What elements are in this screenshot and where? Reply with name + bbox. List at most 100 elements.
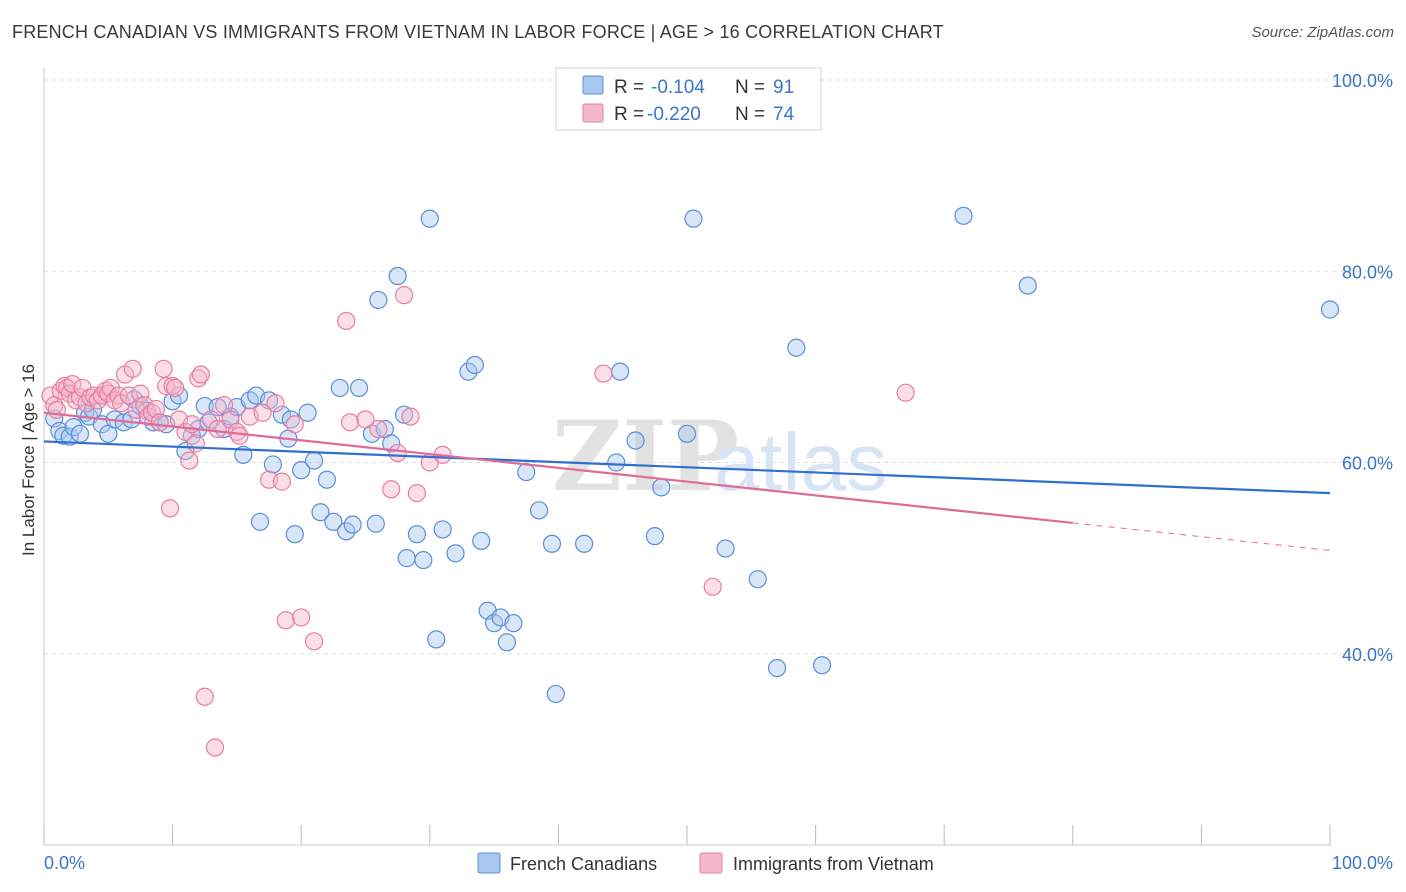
point-vietnam-immigrants-58 [285,415,304,434]
legend-n-value-2: 74 [773,104,795,125]
point-french-canadians-75 [542,534,562,553]
point-vietnam-immigrants-67 [394,286,414,305]
point-vietnam-immigrants-53 [253,403,272,422]
y-tick-label-3: 100.0% [1332,71,1393,91]
axes-layer [43,68,1331,846]
legend-r-label-1: R = [614,77,644,98]
point-vietnam-immigrants-51 [230,426,249,445]
point-vietnam-immigrants-46 [208,419,227,439]
point-french-canadians-65 [459,362,478,381]
point-vietnam-immigrants-74 [896,383,915,402]
point-french-canadians-49 [343,515,362,534]
points-pink [41,286,915,757]
point-french-canadians-84 [684,209,703,228]
trend-lines [43,411,1331,551]
trend-line-extension-vietnam-immigrants [1072,522,1331,551]
point-vietnam-immigrants-21 [112,394,131,413]
legend-r-value-1: -0.104 [651,77,705,98]
point-french-canadians-50 [349,378,369,398]
point-french-canadians-3 [60,427,79,446]
point-french-canadians-64 [446,544,465,563]
point-vietnam-immigrants-69 [407,484,427,503]
point-french-canadians-66 [465,355,484,375]
legend-n-label-1: N = [735,77,765,98]
point-vietnam-immigrants-39 [180,451,199,470]
point-french-canadians-85 [716,539,735,558]
x-tick-label-min: 0.0% [44,853,85,873]
point-french-canadians-41 [292,461,311,480]
point-french-canadians-90 [954,206,973,225]
point-vietnam-immigrants-33 [157,376,176,396]
point-french-canadians-89 [812,656,832,675]
point-vietnam-immigrants-43 [191,365,210,384]
point-vietnam-immigrants-73 [703,577,722,596]
point-vietnam-immigrants-24 [123,359,142,378]
watermark: ZIP atlas [552,400,887,513]
series-legend: French Canadians Immigrants from Vietnam [477,852,934,874]
legend-swatch-blue [582,75,604,95]
legend-r-label-2: R = [614,104,644,125]
point-vietnam-immigrants-64 [369,419,388,439]
point-french-canadians-76 [546,684,565,704]
point-vietnam-immigrants-68 [401,407,420,426]
point-french-canadians-72 [504,614,523,633]
point-french-canadians-81 [645,527,664,546]
point-french-canadians-92 [1320,300,1340,319]
point-vietnam-immigrants-45 [202,410,221,429]
point-vietnam-immigrants-57 [276,611,295,630]
point-french-canadians-36 [263,455,283,474]
point-french-canadians-46 [324,512,343,531]
point-french-canadians-62 [427,630,446,649]
y-tick-label-1: 60.0% [1342,454,1393,474]
point-vietnam-immigrants-23 [119,386,138,405]
point-vietnam-immigrants-47 [205,738,225,757]
point-french-canadians-87 [767,658,787,678]
y-tick-label-0: 40.0% [1342,645,1393,665]
x-tick-label-max: 100.0% [1332,853,1393,873]
point-french-canadians-48 [337,522,356,541]
trend-line-vietnam-immigrants [43,411,1073,525]
point-french-canadians-71 [497,633,517,652]
point-french-canadians-37 [272,405,292,424]
point-french-canadians-67 [472,531,491,551]
point-vietnam-immigrants-56 [272,472,292,491]
series-legend-swatch-pink [699,852,723,874]
point-french-canadians-44 [311,503,330,522]
series-legend-label-blue: French Canadians [510,854,657,874]
point-vietnam-immigrants-30 [146,399,165,419]
point-vietnam-immigrants-60 [304,632,324,651]
point-vietnam-immigrants-31 [150,413,169,432]
point-french-canadians-34 [250,512,270,531]
point-vietnam-immigrants-36 [166,378,185,398]
legend-swatch-pink [582,103,604,123]
point-french-canadians-53 [369,290,388,310]
point-french-canadians-43 [304,451,324,470]
point-french-canadians-80 [626,431,645,450]
point-french-canadians-56 [388,266,407,286]
y-tick-label-2: 80.0% [1342,262,1393,282]
point-vietnam-immigrants-34 [160,499,180,518]
point-french-canadians-83 [677,424,697,443]
point-french-canadians-79 [611,362,630,381]
point-vietnam-immigrants-41 [186,434,205,453]
point-vietnam-immigrants-66 [388,443,407,463]
legend-r-value-2: -0.220 [647,104,701,125]
point-vietnam-immigrants-32 [154,359,173,378]
point-french-canadians-91 [1018,276,1037,295]
point-vietnam-immigrants-72 [594,364,613,383]
point-vietnam-immigrants-27 [135,396,154,415]
point-french-canadians-47 [330,378,349,398]
point-french-canadians-61 [420,209,439,228]
point-french-canadians-55 [382,434,401,453]
point-vietnam-immigrants-26 [131,384,150,403]
point-french-canadians-78 [607,453,626,472]
point-french-canadians-74 [530,501,549,520]
point-french-canadians-42 [298,403,317,422]
legend-n-value-1: 91 [773,77,794,98]
source-credit: Source: ZipAtlas.com [1251,24,1394,41]
point-vietnam-immigrants-55 [266,394,285,413]
point-vietnam-immigrants-63 [356,410,375,429]
point-french-canadians-82 [652,478,671,497]
point-vietnam-immigrants-44 [195,687,214,706]
